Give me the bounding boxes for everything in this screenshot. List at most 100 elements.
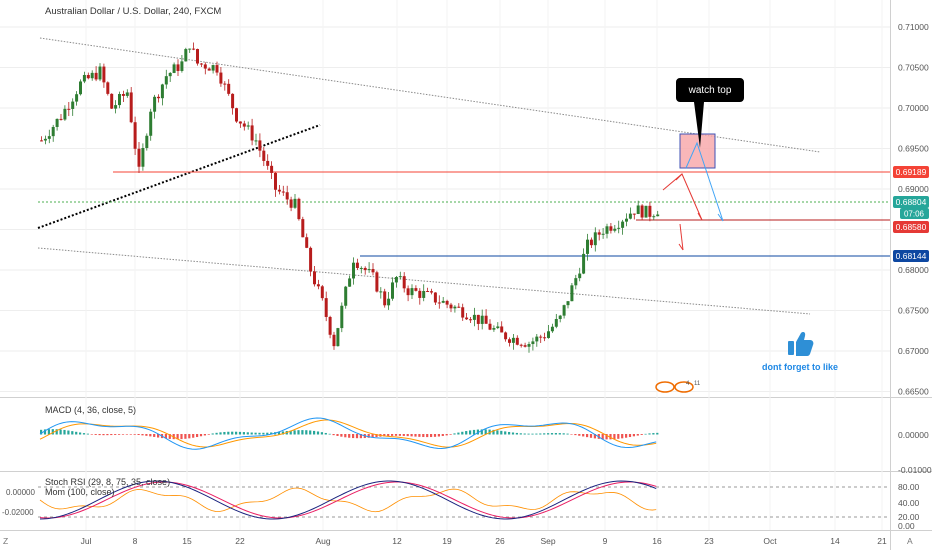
macd-signal-line [39,419,657,448]
macd-histogram-bar [168,434,171,439]
macd-histogram-bar [309,430,312,435]
candle-body [457,306,461,308]
macd-histogram-bar [558,433,561,435]
macd-histogram-bar [313,430,316,435]
time-axis-right-marker[interactable]: A [907,536,913,546]
candle-body [71,101,75,109]
candle-body [586,239,589,254]
time-tick-label: 21 [877,536,887,546]
candle-body [437,302,441,304]
upper-channel-line [39,37,821,153]
candle-body [574,278,578,286]
candle-body [75,94,79,102]
candle-body [566,301,570,306]
candle-body [215,65,219,73]
macd-histogram-bar [449,434,452,435]
candle-body [324,298,328,317]
macd-indicator [39,417,659,450]
macd-histogram-bar [589,434,593,438]
macd-histogram-bar [219,432,222,435]
candle-body [363,267,367,271]
macd-tick: -0.01000 [898,465,932,475]
macd-histogram-bar [515,432,518,435]
candle-body [636,205,640,214]
macd-histogram-bar [266,432,269,435]
candle-body [55,118,59,127]
time-axis-left-marker[interactable]: Z [3,536,8,546]
candle-body [348,278,352,287]
candle-body [219,72,223,84]
candle-body [207,68,211,71]
event-badge-icon[interactable] [655,381,675,393]
callout-text: watch top [688,85,732,96]
candle-body [51,126,55,137]
event-badge-icon[interactable] [674,381,694,393]
macd-histogram-bar [402,434,405,436]
event-badges[interactable]: 4 11 [655,381,701,393]
candle-body [301,219,305,238]
macd-histogram-bar [394,434,398,436]
candle-body [316,284,320,287]
candle-body [484,315,488,324]
candle-body [441,300,445,303]
candle-body [145,135,149,148]
candle-body [98,66,102,80]
macd-histogram-bar [215,432,218,435]
macd-histogram-bar [609,434,612,440]
macd-histogram-bar [55,429,58,435]
candle-body [196,49,199,64]
macd-histogram-bar [469,430,472,435]
projection-arrow-down [679,223,684,251]
price-tag-last: 0.68804 07:06 [893,196,929,219]
candle-body [94,72,98,80]
macd-histogram-bar [121,434,125,435]
candle-body [149,111,153,136]
time-tick-label: 19 [442,536,452,546]
macd-histogram-bar [523,433,526,435]
candle-body [211,65,215,71]
macd-histogram-bar [652,433,655,435]
macd-histogram-bar [387,434,390,437]
candle-body [644,205,648,218]
macd-histogram-bar [262,432,265,435]
candle-body [118,94,121,106]
macd-histogram-bar [636,434,639,436]
candle-body [114,105,118,109]
macd-histogram-bar [426,434,429,438]
stoch-title: Stoch RSI (29, 8, 75, 35, close) [45,477,170,487]
macd-histogram-bar [613,434,616,440]
candle-body [527,344,531,347]
macd-histogram-bar [445,434,448,436]
time-tick-label: Aug [315,536,330,546]
candle-body [617,227,621,229]
candle-body [227,83,231,94]
projection-arrow-red [662,173,703,221]
watch-top-callout[interactable]: watch top [676,78,744,148]
macd-histogram-bar [527,433,530,435]
projection-arrow-blue [685,141,724,222]
candle-body [371,269,375,273]
candle-body [406,288,410,296]
macd-histogram-bar [301,430,304,435]
candle-body [453,306,457,309]
macd-histogram-bar [242,432,245,435]
macd-histogram-bar [137,434,140,435]
candle-body [609,226,613,231]
event-badge-count: 11 [694,381,701,387]
macd-histogram-bar [43,429,47,435]
macd-histogram-bar [246,432,249,435]
candle-body [562,305,566,316]
macd-histogram-bar [102,434,105,436]
arrowhead-icon [678,243,684,251]
macd-histogram-bar [157,434,160,438]
macd-histogram-bar [320,432,323,435]
price-tag-resistance: 0.69189 [893,166,929,178]
candle-body [67,108,71,110]
bar-countdown: 07:06 [904,210,925,219]
macd-histogram-bar [648,433,651,435]
macd-histogram-bar [238,431,242,435]
candle-body [632,213,636,215]
time-tick-label: Jul [81,536,92,546]
macd-histogram-bar [125,434,128,435]
macd-histogram-bar [508,431,511,435]
